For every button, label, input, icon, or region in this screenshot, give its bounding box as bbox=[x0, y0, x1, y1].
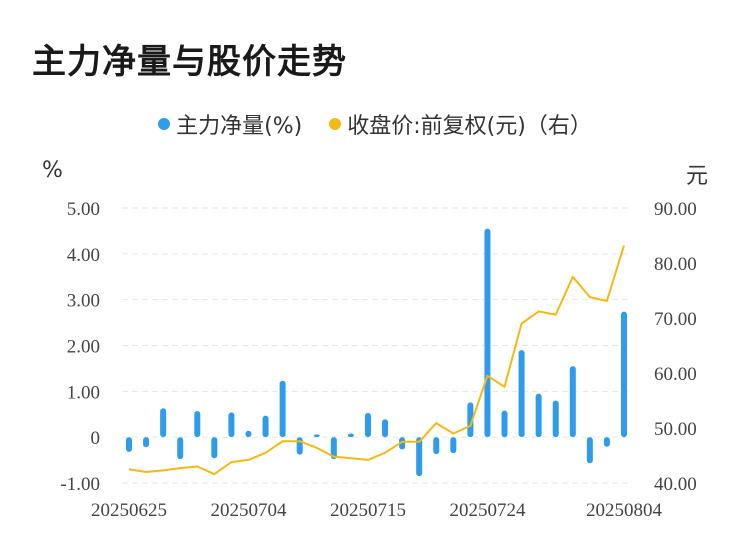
left-tick-label: 3.00 bbox=[67, 291, 100, 312]
x-tick-label: 20250704 bbox=[210, 500, 287, 521]
bar[interactable] bbox=[347, 433, 354, 438]
legend-item-line[interactable]: 收盘价:前复权(元)（右） bbox=[329, 108, 592, 140]
bar[interactable] bbox=[330, 437, 337, 460]
bar[interactable] bbox=[518, 350, 525, 438]
bar[interactable] bbox=[501, 410, 508, 438]
x-tick-label: 20250804 bbox=[586, 500, 663, 521]
bar[interactable] bbox=[416, 437, 423, 477]
bar[interactable] bbox=[621, 311, 627, 438]
bar[interactable] bbox=[364, 412, 371, 438]
legend-item-bar[interactable]: 主力净量(%) bbox=[158, 108, 302, 140]
bar-legend-dot-icon bbox=[158, 118, 171, 130]
legend: 主力净量(%) 收盘价:前复权(元)（右） bbox=[0, 108, 750, 140]
left-tick-label: 2.00 bbox=[67, 337, 100, 358]
right-tick-label: 40.00 bbox=[654, 474, 697, 495]
bar[interactable] bbox=[484, 228, 491, 438]
legend-line-label: 收盘价:前复权(元)（右） bbox=[347, 114, 592, 139]
bar[interactable] bbox=[143, 437, 150, 448]
right-tick-label: 50.00 bbox=[654, 419, 697, 440]
legend-bar-label: 主力净量(%) bbox=[176, 114, 303, 139]
x-tick-label: 20250625 bbox=[91, 500, 167, 521]
x-tick-label: 20250724 bbox=[449, 500, 526, 521]
price-line[interactable] bbox=[128, 245, 625, 476]
right-tick-label: 90.00 bbox=[654, 199, 697, 220]
bar[interactable] bbox=[603, 437, 610, 447]
left-tick-label: 4.00 bbox=[67, 245, 100, 266]
left-tick-label: 0 bbox=[91, 428, 101, 449]
right-axis-unit: 元 bbox=[686, 164, 709, 189]
bar[interactable] bbox=[194, 411, 201, 438]
bar[interactable] bbox=[586, 437, 593, 464]
bar[interactable] bbox=[245, 430, 252, 438]
bar[interactable] bbox=[569, 366, 576, 438]
bar[interactable] bbox=[535, 393, 542, 438]
bar[interactable] bbox=[467, 402, 474, 438]
right-tick-label: 80.00 bbox=[654, 254, 697, 275]
right-tick-label: 60.00 bbox=[654, 364, 697, 385]
left-tick-label: 5.00 bbox=[67, 199, 100, 220]
left-tick-label: -1.00 bbox=[60, 474, 100, 495]
bar[interactable] bbox=[228, 412, 235, 438]
bar[interactable] bbox=[552, 400, 559, 438]
left-tick-label: 1.00 bbox=[67, 382, 100, 403]
bar[interactable] bbox=[262, 415, 269, 438]
bar[interactable] bbox=[450, 437, 457, 454]
bar[interactable] bbox=[126, 437, 132, 452]
x-tick-label: 20250715 bbox=[330, 500, 406, 521]
chart-title: 主力净量与股价走势 bbox=[32, 42, 347, 82]
bar[interactable] bbox=[160, 408, 167, 438]
bar[interactable] bbox=[313, 434, 320, 438]
right-tick-label: 70.00 bbox=[654, 309, 697, 330]
bar[interactable] bbox=[296, 437, 303, 455]
bar[interactable] bbox=[279, 380, 286, 438]
left-axis-unit: % bbox=[42, 158, 63, 183]
line-legend-dot-icon bbox=[329, 118, 342, 130]
bar[interactable] bbox=[177, 437, 184, 460]
bar[interactable] bbox=[399, 437, 406, 450]
bar[interactable] bbox=[382, 419, 389, 438]
bar[interactable] bbox=[211, 437, 218, 459]
bar[interactable] bbox=[433, 437, 440, 455]
